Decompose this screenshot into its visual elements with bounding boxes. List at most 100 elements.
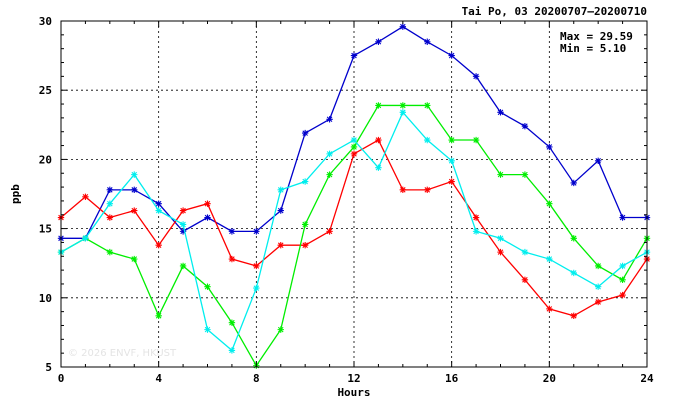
data-point	[546, 305, 553, 313]
y-axis-title: ppb	[9, 184, 22, 204]
data-point	[204, 214, 211, 221]
data-point	[106, 200, 114, 207]
y-tick-label: 10	[39, 292, 52, 305]
data-point	[448, 136, 455, 144]
data-point	[472, 73, 480, 80]
data-point	[301, 129, 309, 137]
data-point	[131, 186, 138, 194]
axis-ticks: 0 4 8 12 16 20 24 5 10 15 20 25 30	[39, 15, 654, 385]
data-point	[228, 228, 236, 235]
data-point	[179, 262, 187, 270]
data-point	[594, 262, 602, 270]
data-point	[497, 235, 504, 242]
data-point	[399, 102, 407, 109]
data-point	[179, 221, 187, 228]
data-point	[326, 171, 333, 178]
data-point	[619, 276, 626, 284]
data-point	[448, 52, 455, 59]
data-point	[253, 284, 260, 292]
y-tick-label: 5	[45, 361, 52, 374]
y-tick-label: 25	[39, 84, 52, 97]
data-point	[399, 23, 407, 30]
data-point	[277, 207, 284, 214]
x-tick-label: 8	[253, 372, 260, 385]
data-point	[521, 276, 529, 284]
data-point	[619, 214, 626, 221]
data-point	[253, 262, 260, 270]
data-point	[228, 347, 236, 354]
data-point	[326, 116, 333, 123]
data-point	[228, 319, 236, 326]
series-1	[57, 23, 651, 242]
data-point	[594, 283, 602, 290]
data-point	[472, 136, 480, 144]
data-point	[375, 164, 382, 171]
data-point	[497, 171, 504, 178]
data-point	[497, 109, 504, 116]
data-point	[350, 143, 358, 151]
data-point	[375, 136, 382, 144]
data-point	[399, 186, 407, 194]
data-point	[155, 242, 162, 249]
min-stat: Min = 5.10	[560, 42, 626, 55]
data-point	[472, 214, 480, 221]
data-point	[179, 207, 187, 214]
data-point	[448, 178, 455, 185]
data-point	[424, 186, 431, 194]
x-tick-label: 0	[58, 372, 65, 385]
data-point	[131, 255, 138, 263]
data-point	[301, 242, 309, 249]
data-point	[570, 179, 577, 187]
y-tick-label: 20	[39, 153, 52, 166]
x-tick-label: 24	[640, 372, 654, 385]
x-tick-label: 4	[155, 372, 162, 385]
data-point	[546, 255, 553, 263]
data-point	[619, 262, 626, 270]
grid	[61, 21, 647, 367]
x-tick-label: 12	[347, 372, 360, 385]
data-point	[546, 143, 553, 151]
data-point	[204, 200, 211, 207]
series-4	[57, 109, 651, 354]
watermark: © 2026 ENVF, HKUST	[68, 348, 177, 359]
data-point	[472, 228, 480, 235]
data-point	[277, 242, 284, 249]
data-point	[521, 122, 529, 130]
data-point	[326, 228, 333, 235]
data-point	[570, 312, 577, 319]
data-point	[155, 312, 162, 319]
data-point	[546, 200, 553, 207]
data-point	[277, 326, 284, 333]
x-tick-label: 20	[543, 372, 556, 385]
data-point	[131, 171, 138, 178]
y-tick-label: 30	[39, 15, 52, 28]
max-stat: Max = 29.59	[560, 30, 633, 43]
data-point	[399, 109, 407, 116]
data-point	[106, 214, 114, 221]
data-point	[497, 248, 504, 256]
data-point	[570, 269, 577, 277]
data-point	[521, 171, 529, 178]
data-point	[350, 150, 358, 158]
data-point	[350, 136, 358, 144]
data-point	[570, 235, 577, 242]
chart-title: Tai Po, 03 20200707–20200710	[462, 5, 647, 18]
data-point	[521, 248, 529, 256]
data-point	[424, 136, 431, 144]
y-tick-label: 15	[39, 223, 52, 236]
data-point	[204, 326, 211, 333]
data-point	[253, 228, 260, 235]
data-point	[424, 38, 431, 45]
data-point	[131, 207, 138, 214]
data-point	[448, 157, 455, 164]
series-group	[57, 23, 651, 369]
data-point	[375, 38, 382, 45]
x-tick-label: 16	[445, 372, 459, 385]
data-point	[301, 221, 309, 228]
data-point	[228, 255, 236, 263]
data-point	[594, 298, 602, 306]
data-point	[106, 248, 114, 256]
data-point	[594, 157, 602, 164]
data-point	[106, 186, 114, 194]
